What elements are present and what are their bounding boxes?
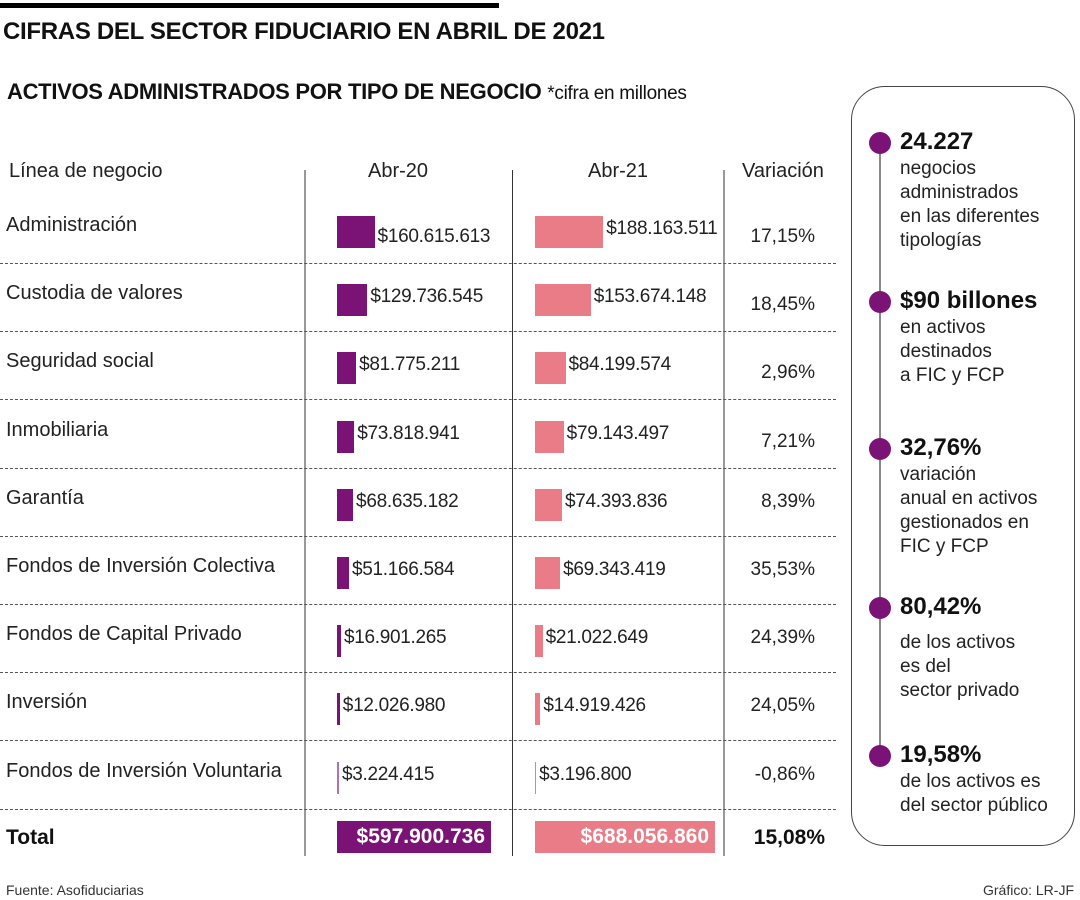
unit-note: *cifra en millones <box>547 83 687 104</box>
total-abr21: $688.056.860 <box>535 821 715 853</box>
highlight-text: de los activos es del sector público <box>900 771 1048 816</box>
highlight-text: de los activos es del sector privado <box>900 632 1020 701</box>
highlight-value: $90 billones <box>900 287 1038 314</box>
value-abr20: $81.775.211 <box>359 354 461 376</box>
value-abr20: $3.224.415 <box>342 763 435 785</box>
variation-value: 24,05% <box>750 695 815 717</box>
total-abr20: $597.900.736 <box>337 821 491 853</box>
row-separator <box>0 263 836 264</box>
bar-abr21 <box>535 625 543 658</box>
source-note: Fuente: Asofiduciarias <box>6 882 144 898</box>
row-separator <box>0 331 836 333</box>
variation-value: 7,21% <box>761 430 815 452</box>
variation-value: -0,86% <box>754 763 815 785</box>
bar-abr21 <box>535 693 541 726</box>
highlight-value: 80,42% <box>900 593 982 620</box>
highlight-text: en activos destinados a FIC y FCP <box>900 317 1005 386</box>
value-abr20: $51.166.584 <box>351 559 455 580</box>
variation-value: 8,39% <box>761 490 815 512</box>
value-abr21: $188.163.511 <box>606 218 718 239</box>
column-header-abr21: Abr-21 <box>588 160 649 182</box>
row-separator <box>0 399 836 401</box>
highlight-text: variación anual en activos gestionados e… <box>900 464 1038 557</box>
value-abr21: $74.393.836 <box>564 490 668 512</box>
timeline-dot-icon <box>869 745 891 767</box>
value-abr21: $153.674.148 <box>593 286 707 308</box>
timeline-dot-icon <box>869 597 891 619</box>
bar-abr20 <box>337 693 340 726</box>
bar-abr20 <box>337 216 375 248</box>
bar-abr21 <box>535 216 604 248</box>
variation-value: 35,53% <box>750 559 815 580</box>
value-abr21: $84.199.574 <box>568 354 672 376</box>
column-divider <box>512 170 513 856</box>
bar-abr21 <box>535 761 537 794</box>
row-separator <box>0 672 836 674</box>
row-label: Fondos de Inversión Voluntaria <box>6 759 282 782</box>
timeline-dot-icon <box>869 291 891 313</box>
row-separator <box>0 740 836 742</box>
variation-value: 18,45% <box>750 294 815 316</box>
timeline-dot-icon <box>869 438 891 460</box>
row-separator <box>0 808 836 810</box>
page-title: CIFRAS DEL SECTOR FIDUCIARIO EN ABRIL DE… <box>3 18 605 45</box>
bar-abr20 <box>337 352 357 385</box>
variation-value: 2,96% <box>761 362 815 384</box>
bar-abr21 <box>535 557 561 589</box>
bar-abr21 <box>535 488 562 521</box>
value-abr20: $73.818.941 <box>357 422 460 444</box>
highlight-value: 24.227 <box>900 128 974 155</box>
value-abr21: $79.143.497 <box>566 422 670 444</box>
row-label: Custodia de valores <box>6 282 183 305</box>
row-label: Inversión <box>6 691 88 714</box>
bar-abr21 <box>535 420 564 453</box>
value-abr20: $129.736.545 <box>370 286 483 308</box>
subtitle-text: ACTIVOS ADMINISTRADOS POR TIPO DE NEGOCI… <box>7 79 542 104</box>
value-abr20: $160.615.613 <box>377 226 491 247</box>
bar-abr20 <box>337 284 368 317</box>
value-abr21: $21.022.649 <box>545 627 649 649</box>
column-divider <box>304 170 306 856</box>
column-header-abr20: Abr-20 <box>368 160 429 182</box>
highlight-value: 19,58% <box>900 741 982 768</box>
value-abr20: $16.901.265 <box>343 627 447 649</box>
timeline-dot-icon <box>869 132 891 154</box>
bar-abr21 <box>535 284 591 317</box>
value-abr21: $3.196.800 <box>539 763 632 785</box>
highlight-value: 32,76% <box>900 434 982 461</box>
total-variation: 15,08% <box>753 826 825 849</box>
row-label: Fondos de Capital Privado <box>6 623 242 646</box>
row-separator <box>0 535 836 537</box>
highlight-text: negocios administrados en las diferentes… <box>900 158 1040 251</box>
bar-abr21 <box>535 352 566 385</box>
bar-abr20 <box>337 761 339 794</box>
bar-abr20 <box>337 488 354 521</box>
row-label: Fondos de Inversión Colectiva <box>6 555 276 577</box>
row-label: Seguridad social <box>6 350 154 373</box>
chart-subtitle: ACTIVOS ADMINISTRADOS POR TIPO DE NEGOCI… <box>7 79 687 105</box>
highlights-panel <box>851 86 1075 846</box>
credit-note: Gráfico: LR-JF <box>982 882 1074 898</box>
row-separator <box>0 467 836 469</box>
column-divider <box>723 170 725 856</box>
bar-abr20 <box>337 420 355 453</box>
row-separator <box>0 604 836 605</box>
variation-value: 24,39% <box>750 627 815 649</box>
row-label: Garantía <box>6 486 84 509</box>
bar-abr20 <box>337 557 349 589</box>
value-abr21: $14.919.426 <box>543 695 646 717</box>
total-label: Total <box>6 826 55 849</box>
column-header-line: Línea de negocio <box>9 160 163 182</box>
title-rule <box>0 3 499 8</box>
value-abr21: $69.343.419 <box>563 559 666 580</box>
row-label: Inmobiliaria <box>6 418 109 441</box>
row-label: Administración <box>6 214 138 236</box>
column-header-variation: Variación <box>742 160 824 182</box>
variation-value: 17,15% <box>750 226 815 247</box>
value-abr20: $12.026.980 <box>342 695 446 717</box>
value-abr20: $68.635.182 <box>356 490 459 512</box>
bar-abr20 <box>337 625 341 658</box>
